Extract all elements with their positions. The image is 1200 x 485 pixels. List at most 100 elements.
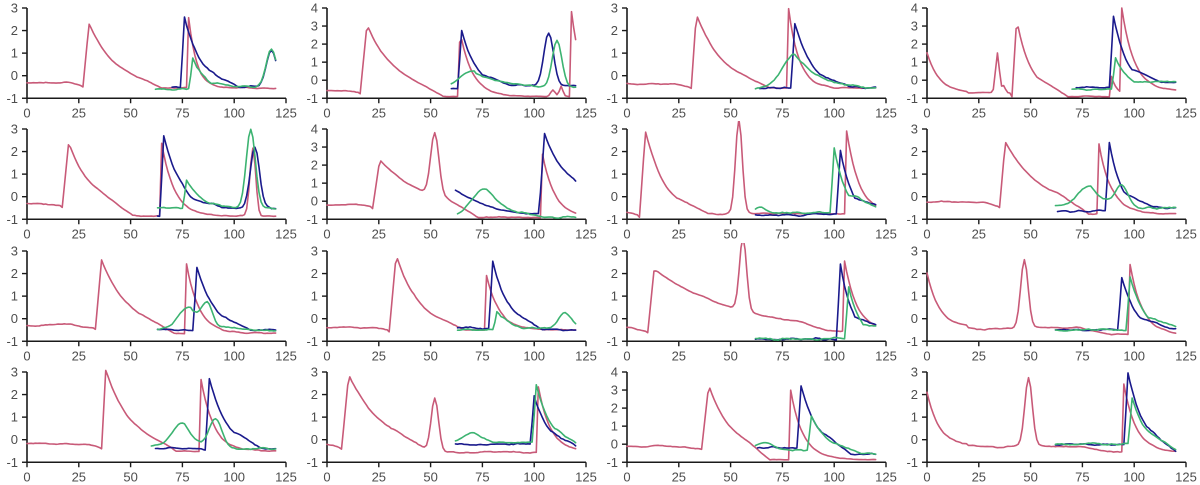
svg-text:100: 100 xyxy=(823,105,845,120)
svg-text:50: 50 xyxy=(723,227,737,242)
svg-text:25: 25 xyxy=(372,227,386,242)
svg-text:3: 3 xyxy=(11,364,18,379)
svg-text:0: 0 xyxy=(923,105,930,120)
svg-text:75: 75 xyxy=(775,227,789,242)
svg-text:1: 1 xyxy=(11,46,18,61)
svg-text:4: 4 xyxy=(311,1,318,16)
svg-text:0: 0 xyxy=(623,105,630,120)
svg-text:125: 125 xyxy=(875,105,897,120)
svg-text:2: 2 xyxy=(911,387,918,402)
svg-text:0: 0 xyxy=(923,348,930,363)
svg-text:1: 1 xyxy=(911,288,918,303)
svg-text:0: 0 xyxy=(611,189,618,204)
svg-text:-1: -1 xyxy=(6,91,18,106)
svg-text:100: 100 xyxy=(223,105,245,120)
svg-text:100: 100 xyxy=(223,227,245,242)
svg-text:-1: -1 xyxy=(906,455,918,470)
svg-text:2: 2 xyxy=(311,387,318,402)
svg-text:3: 3 xyxy=(911,19,918,34)
svg-text:1: 1 xyxy=(611,418,618,433)
svg-text:-1: -1 xyxy=(906,91,918,106)
svg-text:75: 75 xyxy=(475,469,489,484)
svg-text:-1: -1 xyxy=(306,333,318,348)
svg-text:0: 0 xyxy=(323,227,330,242)
svg-text:0: 0 xyxy=(323,469,330,484)
svg-text:0: 0 xyxy=(323,105,330,120)
svg-text:1: 1 xyxy=(11,167,18,182)
svg-text:2: 2 xyxy=(311,37,318,52)
svg-text:4: 4 xyxy=(611,364,618,379)
svg-text:50: 50 xyxy=(723,469,737,484)
svg-text:25: 25 xyxy=(372,469,386,484)
svg-text:0: 0 xyxy=(11,432,18,447)
svg-text:125: 125 xyxy=(275,348,297,363)
svg-text:0: 0 xyxy=(311,194,318,209)
svg-text:3: 3 xyxy=(11,122,18,137)
svg-text:2: 2 xyxy=(611,266,618,281)
svg-text:25: 25 xyxy=(972,105,986,120)
svg-text:25: 25 xyxy=(672,469,686,484)
svg-text:100: 100 xyxy=(223,348,245,363)
svg-text:125: 125 xyxy=(275,227,297,242)
svg-text:3: 3 xyxy=(611,382,618,397)
svg-text:1: 1 xyxy=(611,167,618,182)
svg-text:1: 1 xyxy=(911,55,918,70)
svg-text:0: 0 xyxy=(923,469,930,484)
svg-text:75: 75 xyxy=(475,105,489,120)
svg-text:0: 0 xyxy=(23,227,30,242)
svg-text:75: 75 xyxy=(475,348,489,363)
svg-text:0: 0 xyxy=(611,68,618,83)
svg-text:125: 125 xyxy=(1175,105,1197,120)
svg-text:3: 3 xyxy=(611,1,618,16)
svg-text:0: 0 xyxy=(323,348,330,363)
svg-text:2: 2 xyxy=(11,144,18,159)
svg-text:2: 2 xyxy=(11,387,18,402)
svg-text:25: 25 xyxy=(972,469,986,484)
svg-text:3: 3 xyxy=(311,19,318,34)
svg-text:75: 75 xyxy=(1075,348,1089,363)
svg-text:125: 125 xyxy=(275,469,297,484)
svg-text:125: 125 xyxy=(575,227,597,242)
svg-text:100: 100 xyxy=(1123,348,1145,363)
svg-text:-1: -1 xyxy=(606,455,618,470)
svg-text:100: 100 xyxy=(823,469,845,484)
svg-text:2: 2 xyxy=(911,144,918,159)
svg-text:2: 2 xyxy=(311,158,318,173)
svg-text:75: 75 xyxy=(1075,227,1089,242)
svg-text:0: 0 xyxy=(311,73,318,88)
svg-text:0: 0 xyxy=(11,189,18,204)
svg-text:0: 0 xyxy=(311,432,318,447)
svg-text:75: 75 xyxy=(175,469,189,484)
svg-text:125: 125 xyxy=(275,105,297,120)
svg-text:50: 50 xyxy=(423,348,437,363)
svg-text:100: 100 xyxy=(523,227,545,242)
svg-text:2: 2 xyxy=(911,266,918,281)
svg-text:25: 25 xyxy=(972,227,986,242)
svg-text:50: 50 xyxy=(423,469,437,484)
svg-text:1: 1 xyxy=(311,55,318,70)
svg-text:100: 100 xyxy=(523,348,545,363)
svg-text:-1: -1 xyxy=(606,212,618,227)
svg-text:0: 0 xyxy=(911,311,918,326)
svg-text:2: 2 xyxy=(11,266,18,281)
svg-text:3: 3 xyxy=(311,140,318,155)
svg-text:0: 0 xyxy=(11,311,18,326)
svg-text:75: 75 xyxy=(775,105,789,120)
svg-text:75: 75 xyxy=(175,348,189,363)
svg-text:0: 0 xyxy=(923,227,930,242)
svg-text:50: 50 xyxy=(123,227,137,242)
svg-text:25: 25 xyxy=(972,348,986,363)
svg-text:75: 75 xyxy=(775,469,789,484)
svg-text:75: 75 xyxy=(475,227,489,242)
svg-text:0: 0 xyxy=(23,469,30,484)
svg-text:100: 100 xyxy=(1123,105,1145,120)
svg-text:-1: -1 xyxy=(906,333,918,348)
svg-text:0: 0 xyxy=(623,227,630,242)
svg-text:50: 50 xyxy=(123,105,137,120)
svg-text:0: 0 xyxy=(911,73,918,88)
svg-text:1: 1 xyxy=(311,288,318,303)
svg-text:0: 0 xyxy=(11,68,18,83)
svg-text:50: 50 xyxy=(123,348,137,363)
svg-text:1: 1 xyxy=(11,288,18,303)
svg-text:75: 75 xyxy=(775,348,789,363)
